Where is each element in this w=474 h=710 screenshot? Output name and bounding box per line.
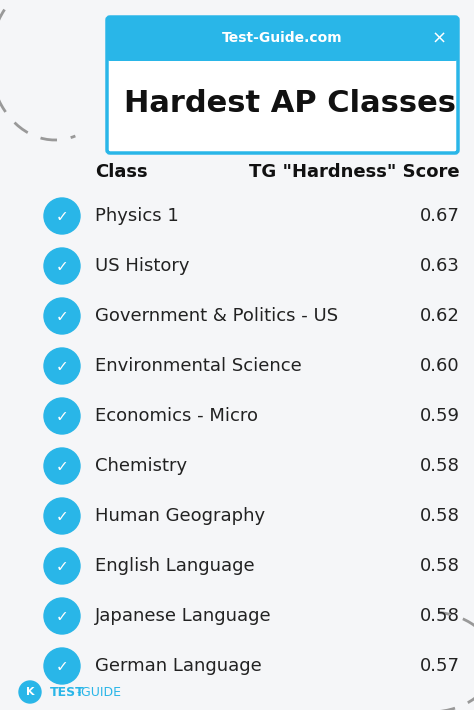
Text: Economics - Micro: Economics - Micro (95, 407, 258, 425)
Text: 0.57: 0.57 (420, 657, 460, 675)
Text: ✓: ✓ (55, 510, 68, 525)
Text: ✓: ✓ (55, 609, 68, 625)
Circle shape (44, 198, 80, 234)
Text: 0.67: 0.67 (420, 207, 460, 225)
Text: ✓: ✓ (55, 259, 68, 275)
Circle shape (44, 598, 80, 634)
FancyBboxPatch shape (107, 17, 458, 153)
Text: Japanese Language: Japanese Language (95, 607, 272, 625)
Text: Test-Guide.com: Test-Guide.com (222, 31, 343, 45)
Circle shape (44, 498, 80, 534)
Text: 0.58: 0.58 (420, 457, 460, 475)
Text: US History: US History (95, 257, 190, 275)
Circle shape (44, 348, 80, 384)
Text: Chemistry: Chemistry (95, 457, 187, 475)
Circle shape (19, 681, 41, 703)
Text: Physics 1: Physics 1 (95, 207, 179, 225)
Text: ✓: ✓ (55, 359, 68, 374)
Circle shape (44, 648, 80, 684)
Text: Hardest AP Classes: Hardest AP Classes (124, 89, 456, 119)
Text: 0.58: 0.58 (420, 507, 460, 525)
Text: ✓: ✓ (55, 209, 68, 224)
Circle shape (44, 248, 80, 284)
Text: K: K (26, 687, 34, 697)
Text: ✓: ✓ (55, 559, 68, 574)
Text: 0.58: 0.58 (420, 607, 460, 625)
Text: 0.58: 0.58 (420, 557, 460, 575)
Bar (110, 39, 455, 58)
Text: ✓: ✓ (55, 310, 68, 324)
FancyBboxPatch shape (107, 17, 458, 61)
Text: TG "Hardness" Score: TG "Hardness" Score (249, 163, 460, 181)
Text: German Language: German Language (95, 657, 262, 675)
Text: English Language: English Language (95, 557, 255, 575)
Circle shape (44, 398, 80, 434)
Text: Human Geography: Human Geography (95, 507, 265, 525)
Text: ×: × (431, 29, 447, 48)
Text: 0.59: 0.59 (420, 407, 460, 425)
Text: ✓: ✓ (55, 410, 68, 425)
Text: -GUIDE: -GUIDE (76, 685, 121, 699)
Text: ✓: ✓ (55, 660, 68, 674)
Text: ✓: ✓ (55, 459, 68, 474)
Text: Government & Politics - US: Government & Politics - US (95, 307, 338, 325)
Text: 0.62: 0.62 (420, 307, 460, 325)
Text: Class: Class (95, 163, 147, 181)
Text: 0.63: 0.63 (420, 257, 460, 275)
Text: Environmental Science: Environmental Science (95, 357, 302, 375)
Circle shape (44, 298, 80, 334)
Circle shape (44, 548, 80, 584)
Text: TEST: TEST (50, 685, 85, 699)
Text: 0.60: 0.60 (420, 357, 460, 375)
Circle shape (44, 448, 80, 484)
